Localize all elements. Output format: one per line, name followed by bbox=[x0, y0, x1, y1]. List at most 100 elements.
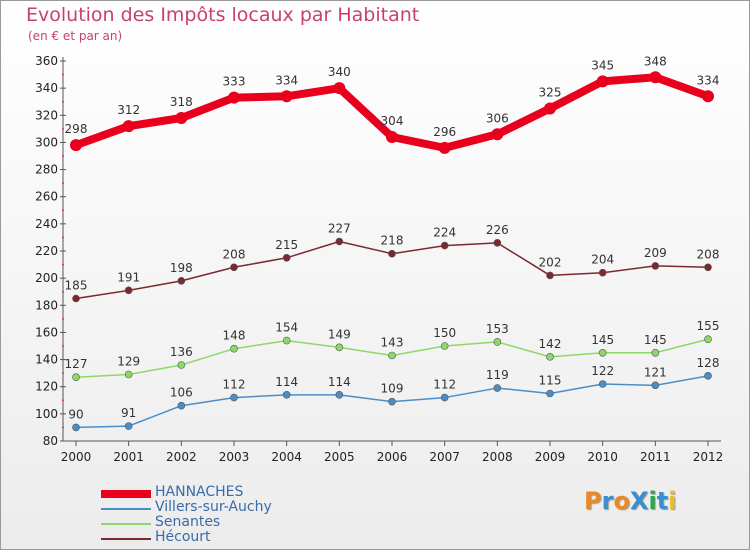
data-label-h-court: 202 bbox=[539, 255, 562, 269]
data-point-senantes bbox=[388, 351, 396, 360]
data-label-villers-sur-auchy: 91 bbox=[121, 406, 136, 420]
data-point-h-court bbox=[230, 263, 238, 272]
data-point-h-court bbox=[704, 263, 712, 272]
data-label-h-court: 191 bbox=[117, 270, 140, 284]
chart-title: Evolution des Impôts locaux par Habitant bbox=[26, 4, 420, 26]
x-tick-label: 2000 bbox=[61, 450, 92, 464]
data-label-senantes: 145 bbox=[644, 333, 667, 347]
y-minor-tick bbox=[62, 399, 64, 402]
data-label-villers-sur-auchy: 114 bbox=[275, 375, 298, 389]
data-label-hannaches: 325 bbox=[539, 86, 562, 100]
data-point-senantes bbox=[230, 344, 238, 353]
data-label-h-court: 218 bbox=[381, 234, 404, 248]
data-point-h-court bbox=[282, 253, 291, 262]
legend-label: HANNACHES bbox=[155, 484, 244, 500]
y-minor-tick bbox=[62, 209, 64, 212]
data-label-hannaches: 312 bbox=[117, 103, 140, 117]
x-tick-label: 2004 bbox=[271, 450, 302, 464]
x-tick-label: 2006 bbox=[377, 450, 408, 464]
data-label-h-court: 227 bbox=[328, 222, 351, 236]
data-point-hannaches bbox=[70, 139, 82, 152]
data-label-villers-sur-auchy: 112 bbox=[433, 378, 456, 392]
data-point-hannaches bbox=[280, 90, 293, 103]
y-tick-label: 80 bbox=[43, 434, 58, 448]
y-minor-tick bbox=[62, 345, 64, 347]
data-point-h-court bbox=[546, 271, 554, 280]
data-label-h-court: 224 bbox=[433, 226, 456, 240]
data-point-h-court bbox=[177, 277, 186, 285]
data-label-h-court: 185 bbox=[65, 279, 88, 293]
data-point-villers-sur-auchy bbox=[177, 401, 186, 410]
data-point-hannaches bbox=[649, 71, 662, 84]
data-point-h-court bbox=[388, 249, 396, 258]
y-tick-label: 180 bbox=[35, 298, 58, 312]
y-tick-label: 100 bbox=[35, 407, 58, 421]
data-point-hannaches bbox=[702, 90, 714, 103]
data-label-senantes: 148 bbox=[223, 329, 246, 343]
data-label-hannaches: 340 bbox=[328, 65, 351, 79]
data-point-senantes bbox=[546, 353, 554, 361]
data-point-senantes bbox=[177, 361, 186, 369]
data-point-villers-sur-auchy bbox=[124, 422, 133, 430]
data-label-h-court: 209 bbox=[644, 246, 667, 260]
data-point-villers-sur-auchy bbox=[546, 389, 554, 398]
data-label-h-court: 204 bbox=[591, 253, 614, 267]
data-point-hannaches bbox=[596, 75, 609, 88]
x-tick-label: 2012 bbox=[693, 450, 724, 464]
legend-item-villers-sur-auchy: Villers-sur-Auchy bbox=[101, 499, 341, 516]
data-point-villers-sur-auchy bbox=[651, 381, 660, 390]
x-tick-label: 2007 bbox=[429, 450, 460, 464]
legend-swatch bbox=[101, 537, 151, 540]
y-tick-label: 320 bbox=[35, 108, 58, 122]
data-label-senantes: 155 bbox=[697, 319, 720, 333]
data-label-senantes: 136 bbox=[170, 345, 193, 359]
data-label-villers-sur-auchy: 109 bbox=[381, 382, 404, 396]
data-label-hannaches: 334 bbox=[697, 73, 720, 87]
proxiti-logo: ProXiti bbox=[584, 487, 676, 515]
y-minor-tick bbox=[62, 100, 64, 103]
legend-swatch bbox=[101, 489, 151, 498]
data-label-h-court: 198 bbox=[170, 261, 193, 275]
data-point-senantes bbox=[493, 338, 502, 346]
data-label-senantes: 149 bbox=[328, 327, 351, 341]
data-label-villers-sur-auchy: 121 bbox=[644, 365, 667, 379]
data-label-h-court: 226 bbox=[486, 223, 509, 237]
data-point-hannaches bbox=[228, 91, 240, 104]
legend-swatch bbox=[101, 507, 151, 510]
data-point-senantes bbox=[651, 348, 660, 357]
y-tick-label: 280 bbox=[35, 163, 58, 177]
data-point-villers-sur-auchy bbox=[335, 391, 344, 399]
data-label-hannaches: 334 bbox=[275, 73, 298, 87]
data-label-villers-sur-auchy: 115 bbox=[539, 374, 562, 388]
y-minor-tick bbox=[62, 127, 64, 130]
data-point-villers-sur-auchy bbox=[598, 380, 607, 388]
data-label-hannaches: 333 bbox=[223, 75, 246, 89]
x-tick-label: 2009 bbox=[535, 450, 566, 464]
data-label-h-court: 208 bbox=[223, 247, 246, 261]
data-label-senantes: 127 bbox=[65, 357, 88, 371]
data-label-villers-sur-auchy: 90 bbox=[68, 407, 83, 421]
data-label-villers-sur-auchy: 119 bbox=[486, 368, 509, 382]
y-tick-label: 360 bbox=[35, 54, 58, 68]
y-minor-tick bbox=[62, 290, 64, 293]
data-label-h-court: 215 bbox=[275, 238, 298, 252]
data-label-hannaches: 318 bbox=[170, 95, 193, 109]
data-point-hannaches bbox=[333, 82, 346, 95]
data-label-hannaches: 348 bbox=[644, 54, 667, 68]
x-tick-label: 2011 bbox=[640, 450, 671, 464]
y-minor-tick bbox=[62, 317, 64, 320]
data-point-villers-sur-auchy bbox=[388, 397, 396, 406]
y-tick-label: 120 bbox=[35, 380, 58, 394]
logo-letter: P bbox=[584, 487, 602, 515]
legend: HANNACHES Villers-sur-Auchy Senantes Hécour… bbox=[101, 484, 341, 546]
data-label-villers-sur-auchy: 106 bbox=[170, 386, 193, 400]
y-minor-tick bbox=[62, 73, 64, 76]
data-point-hannaches bbox=[386, 131, 398, 143]
x-tick-label: 2010 bbox=[587, 450, 618, 464]
data-point-villers-sur-auchy bbox=[704, 372, 712, 380]
legend-label: Villers-sur-Auchy bbox=[155, 499, 272, 515]
data-point-hannaches bbox=[491, 128, 504, 141]
data-point-h-court bbox=[651, 262, 660, 270]
data-label-senantes: 142 bbox=[539, 337, 562, 351]
